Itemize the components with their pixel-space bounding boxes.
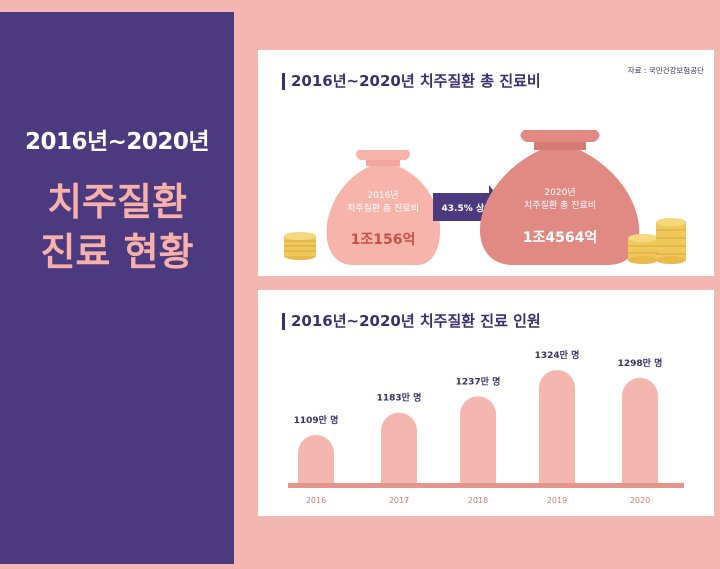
- category-label-2017: 2017: [389, 496, 409, 505]
- coin-stack-right-icon: [628, 218, 686, 264]
- money-bag-2016-icon: [326, 150, 441, 265]
- bar-2019: [539, 370, 575, 483]
- left-title-line-b: 진료 현황: [40, 230, 194, 274]
- value-label-2016: 1109만 명: [294, 414, 339, 426]
- value-label-2018: 1237만 명: [456, 375, 501, 387]
- left-title-subject: 치주질환 진료 현황: [0, 177, 234, 277]
- left-title-years: 2016년~2020년: [24, 129, 210, 155]
- value-label-2019: 1324만 명: [535, 349, 580, 361]
- patients-bar-chart: 1109만 명 2016 1183만 명 2017 1237만 명 2018 1324만 명…: [288, 349, 684, 505]
- bag-2020-amount: 1조4564억: [523, 230, 597, 246]
- cost-card-title: 2016년~2020년 치주질환 총 진료비: [282, 73, 541, 90]
- category-label-2016: 2016: [306, 496, 326, 505]
- bag-2016-label: 치주질환 총 진료비: [347, 202, 419, 214]
- bag-2016-amount: 1조156억: [351, 232, 416, 248]
- patients-card: 2016년~2020년 치주질환 진료 인원 1109만 명 2016 1183만 …: [258, 290, 714, 516]
- bar-2016: [298, 434, 334, 483]
- bag-2020-label: 치주질환 총 진료비: [524, 199, 596, 211]
- bag-2020-year: 2020년: [544, 187, 575, 198]
- cost-card: 2016년~2020년 치주질환 총 진료비 자료 : 국민건강보험공단 201…: [258, 50, 714, 276]
- bar-2020: [622, 377, 658, 483]
- value-label-2020: 1298만 명: [618, 357, 663, 369]
- left-title-line-a: 치주질환: [47, 180, 187, 224]
- patients-card-title: 2016년~2020년 치주질환 진료 인원: [282, 313, 541, 330]
- cost-illustration: 2016년 치주질환 총 진료비 1조156억 43.5% 상승 2020년 치…: [284, 130, 686, 265]
- bar-2017: [381, 412, 417, 483]
- value-label-2017: 1183만 명: [377, 392, 422, 404]
- chart-baseline: [288, 483, 684, 488]
- category-label-2019: 2019: [547, 496, 567, 505]
- category-label-2020: 2020: [630, 496, 650, 505]
- bag-2016-year: 2016년: [367, 190, 398, 201]
- increase-label: 43.5% 상승: [442, 202, 493, 214]
- left-panel: 2016년~2020년 치주질환 진료 현황: [0, 12, 234, 564]
- bar-2018: [460, 396, 496, 483]
- category-label-2018: 2018: [468, 496, 488, 505]
- money-bag-2020-icon: [479, 130, 640, 265]
- coin-stack-left-icon: [284, 232, 316, 260]
- source-note: 자료 : 국민건강보험공단: [627, 66, 704, 75]
